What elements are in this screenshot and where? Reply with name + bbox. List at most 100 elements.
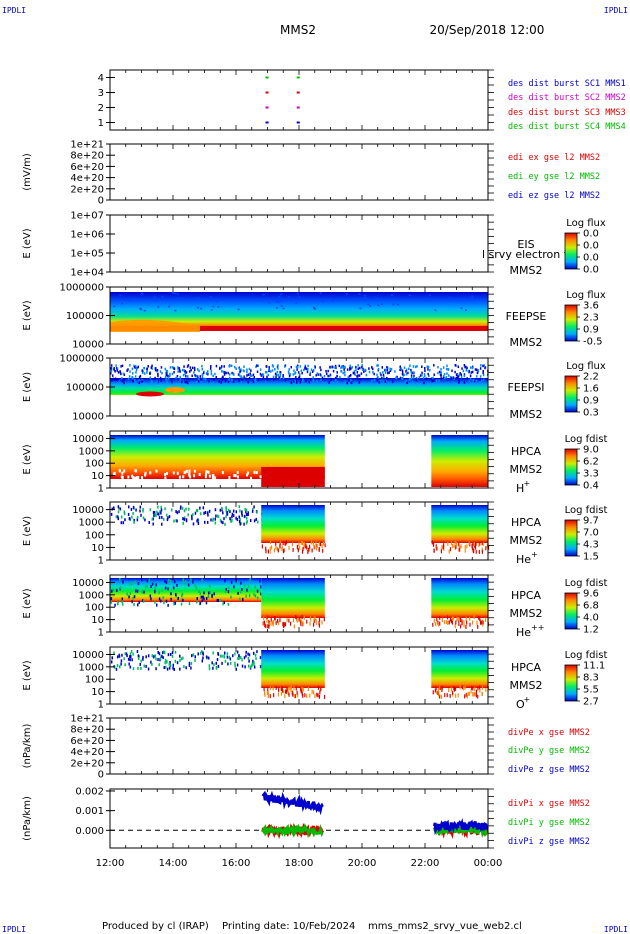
spectrogram-pixel [225, 506, 227, 510]
spectrogram-pixel [192, 522, 195, 526]
spectrogram-pixel [118, 379, 120, 383]
spectrogram-pixel [223, 373, 226, 376]
spectrogram-pixel [437, 365, 439, 369]
spectrogram-pixel [315, 620, 317, 625]
series-label: des dist burst SC2 MMS2 [508, 93, 626, 103]
spectrogram-pixel [461, 619, 463, 624]
spectrogram-pixel [139, 662, 141, 666]
spectrogram-pixel [132, 505, 135, 509]
spectrogram-pixel [117, 517, 120, 521]
spectrogram-pixel [177, 367, 179, 370]
spectrogram-pixel [162, 656, 164, 660]
spectrogram-pixel [429, 369, 431, 372]
spectrogram-pixel [228, 376, 231, 380]
spectrogram-pixel [332, 299, 335, 301]
spectrogram-pixel [322, 541, 324, 546]
spectrogram-pixel [182, 656, 184, 660]
spectrogram-pixel [221, 506, 223, 510]
spectrogram-pixel [238, 654, 240, 658]
spectrogram-pixel [436, 617, 438, 622]
spectrogram-pixel [433, 548, 435, 553]
spectrogram-pixel [117, 600, 120, 604]
spectrogram-pixel [479, 381, 481, 384]
spectrogram-pixel [439, 685, 442, 690]
spectrogram-pixel [129, 655, 131, 659]
spectrogram-pixel [478, 549, 480, 554]
spectrogram-pixel [131, 515, 133, 519]
spectrogram-pixel [368, 381, 371, 385]
spectrogram-pixel [463, 364, 466, 367]
spectrogram-pixel [112, 588, 115, 592]
spectrogram-pixel [294, 371, 297, 374]
spectrogram-pixel [173, 519, 175, 523]
spectrogram-pixel [120, 521, 123, 525]
spectrogram-pixel [336, 371, 338, 374]
spectrogram-gap [178, 475, 181, 479]
series-label: divPe x gse MMS2 [508, 728, 590, 738]
spectrogram-pixel [387, 371, 389, 375]
spectrogram-pixel [316, 692, 318, 697]
colorbar-tick-label: 9.7 [583, 516, 599, 527]
spectrogram-pixel [194, 655, 197, 659]
spectrogram-pixel [252, 380, 255, 384]
spectrogram-gap [134, 476, 137, 480]
y-tick-label: 1e+21 [70, 714, 104, 725]
spectrogram-pixel [340, 370, 343, 373]
spectrogram-pixel [188, 663, 191, 667]
spectrogram-pixel [319, 292, 322, 294]
spectrogram-pixel [141, 590, 143, 594]
spectrogram-pixel [268, 366, 270, 369]
spectrogram-pixel [284, 694, 286, 699]
spectrogram-pixel [154, 513, 156, 517]
spectrogram-pixel [212, 374, 214, 378]
spectrogram-pixel [334, 364, 337, 368]
spectrogram-pixel [172, 292, 175, 294]
spectrogram-pixel [261, 544, 264, 549]
spectrogram-pixel [353, 370, 356, 373]
spectrogram-pixel [410, 368, 412, 372]
spectrogram-pixel [408, 378, 411, 381]
spectrogram-pixel [455, 376, 458, 380]
spectrogram-pixel [299, 617, 301, 622]
spectrogram-pixel [137, 365, 140, 369]
spectrogram-pixel [295, 375, 297, 379]
spectrogram-pixel [253, 519, 256, 523]
spectrogram-pixel [357, 367, 360, 370]
spectrogram-pixel [316, 372, 319, 375]
spectrogram-pixel [281, 547, 283, 552]
species-charge: + [531, 550, 538, 559]
y-tick-label: 0 [98, 770, 104, 781]
spectrogram-pixel [140, 659, 142, 663]
colorbar-tick-label: -0.5 [583, 337, 603, 348]
spectrogram-pixel [154, 376, 156, 380]
spectrogram-pixel [481, 685, 484, 690]
spectrogram-pixel [241, 513, 243, 517]
spectrogram-pixel [142, 599, 144, 603]
spectrogram-pixel [246, 588, 248, 592]
spectrogram-pixel [271, 369, 274, 372]
spectrogram-pixel [110, 589, 113, 593]
spectrogram-pixel [206, 520, 209, 524]
spectrogram-pixel [445, 619, 448, 624]
spectrogram-pixel [215, 666, 218, 670]
spectrogram-pixel [154, 587, 156, 591]
spectrogram-pixel [351, 366, 354, 369]
spectrogram-pixel [240, 581, 242, 585]
spectrogram-pixel [371, 366, 373, 369]
instrument-label: MMS2 [510, 264, 543, 277]
spectrogram-pixel [472, 549, 475, 554]
spectrogram-pixel [127, 377, 130, 381]
spectrogram-pixel [282, 375, 284, 379]
spectrogram-pixel [346, 368, 349, 371]
spectrogram-pixel [475, 375, 478, 378]
spectrogram-pixel [245, 510, 247, 514]
spectrogram-pixel [451, 369, 453, 373]
spectrogram-pixel [235, 579, 238, 583]
spectrogram-pixel [259, 665, 262, 669]
spectrogram-pixel [408, 294, 411, 296]
spectrogram-pixel [392, 380, 394, 383]
spectrogram-pixel [265, 546, 267, 551]
spectrogram-pixel [308, 380, 311, 384]
spectrogram-pixel [473, 692, 475, 697]
